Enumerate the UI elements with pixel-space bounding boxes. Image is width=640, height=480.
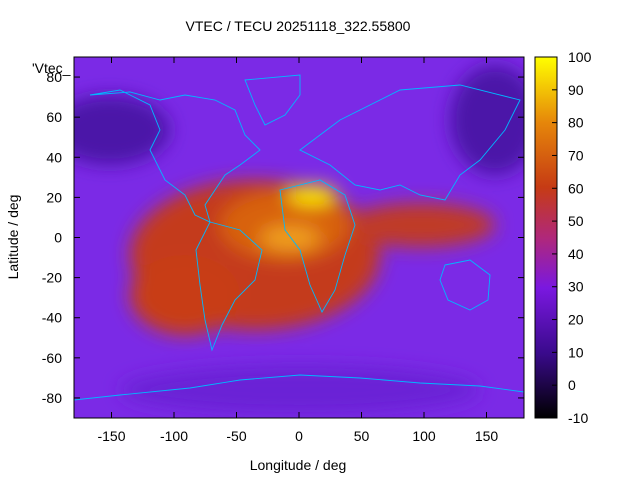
colorbar-tick-label: 100 [568, 49, 592, 65]
x-tick-label: 0 [295, 428, 303, 444]
southern-crest [260, 226, 320, 250]
colorbar-tick-label: 80 [568, 115, 584, 131]
colorbar-tick-label: 30 [568, 279, 584, 295]
colorbar-tick-label: -10 [568, 410, 588, 426]
coastline-greenland [244, 74, 301, 126]
polar-low-north [74, 95, 170, 165]
polar-low-south [120, 365, 480, 415]
vtec-heatmap [74, 57, 524, 418]
y-tick-label: 40 [46, 149, 62, 165]
x-tick-label: -50 [226, 428, 246, 444]
colorbar-tick-label: 60 [568, 180, 584, 196]
polar-low-north-east [450, 65, 524, 175]
x-tick-label: 100 [412, 428, 436, 444]
colorbar-tick-label: 70 [568, 147, 584, 163]
y-tick-label: -60 [42, 350, 62, 366]
y-tick-label: 20 [46, 189, 62, 205]
anomaly-east-extension [345, 203, 495, 247]
colorbar [534, 56, 558, 419]
y-axis-label: Latitude / deg [5, 195, 21, 280]
x-axis-label: Longitude / deg [250, 457, 347, 473]
northern-crest-peak [287, 185, 337, 205]
coastline-australia [439, 259, 491, 311]
colorbar-tick-label: 50 [568, 213, 584, 229]
colorbar-tick-label: 10 [568, 344, 584, 360]
y-tick-label: 0 [54, 230, 62, 246]
coastline-eurasia [299, 84, 521, 201]
series-key-label: 'Vtec_ [32, 60, 71, 76]
colorbar-tick-label: 0 [568, 377, 576, 393]
x-axis: -150 -100 -50 0 50 100 150 [97, 57, 498, 444]
colorbar-tick-label: 40 [568, 246, 584, 262]
coastlines [74, 74, 524, 401]
colorbar-tick-label: 90 [568, 82, 584, 98]
y-tick-label: -80 [42, 390, 62, 406]
x-tick-label: 50 [354, 428, 370, 444]
colorbar-tick-label: 20 [568, 312, 584, 328]
y-tick-label: -20 [42, 270, 62, 286]
anomaly-southwest [130, 255, 240, 335]
x-tick-label: -150 [97, 428, 125, 444]
y-tick-label: 60 [46, 109, 62, 125]
x-tick-label: -100 [160, 428, 188, 444]
y-tick-label: -40 [42, 310, 62, 326]
coastline-antarctica [74, 374, 524, 401]
chart-title: VTEC / TECU 20251118_322.55800 [186, 18, 411, 34]
y-axis: -80 -60 -40 -20 0 20 40 60 80 [42, 69, 524, 406]
coastline-africa [279, 179, 356, 313]
x-tick-label: 150 [475, 428, 499, 444]
y-tick-label: 80 [46, 69, 62, 85]
colorbar-axis: -10 0 10 20 30 40 50 60 70 80 90 100 [552, 49, 592, 426]
coastline-south-america [195, 221, 263, 352]
coastline-north-america [89, 89, 261, 223]
